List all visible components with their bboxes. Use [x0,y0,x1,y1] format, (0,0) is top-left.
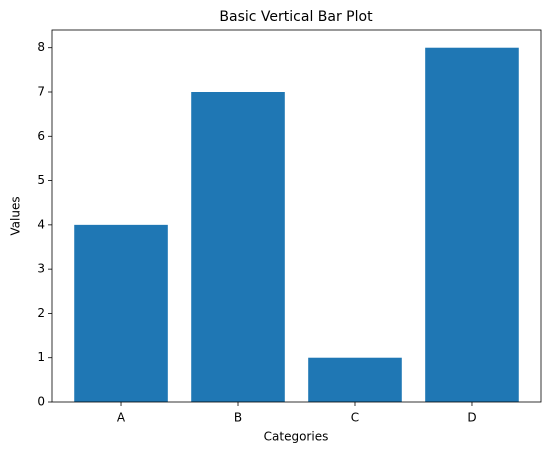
y-tick-label: 5 [37,173,45,187]
bar [308,357,402,402]
x-tick-label: B [234,411,242,425]
x-tick-label: A [117,411,126,425]
x-tick-label: D [467,411,476,425]
y-tick-label: 1 [37,350,45,364]
bar [191,92,285,402]
bar [74,224,168,402]
bar [425,47,519,402]
y-tick-label: 4 [37,217,45,231]
x-axis-label: Categories [264,430,329,444]
y-tick-label: 0 [37,395,45,409]
plot-frame [51,29,542,403]
y-tick-label: 6 [37,129,45,143]
x-tick-label: C [351,411,359,425]
y-tick-label: 7 [37,85,45,99]
y-tick-label: 8 [37,40,45,54]
y-tick-label: 2 [37,306,45,320]
y-tick-label: 3 [37,262,45,276]
chart-title: Basic Vertical Bar Plot [219,9,373,25]
y-axis-label: Values [9,196,23,235]
